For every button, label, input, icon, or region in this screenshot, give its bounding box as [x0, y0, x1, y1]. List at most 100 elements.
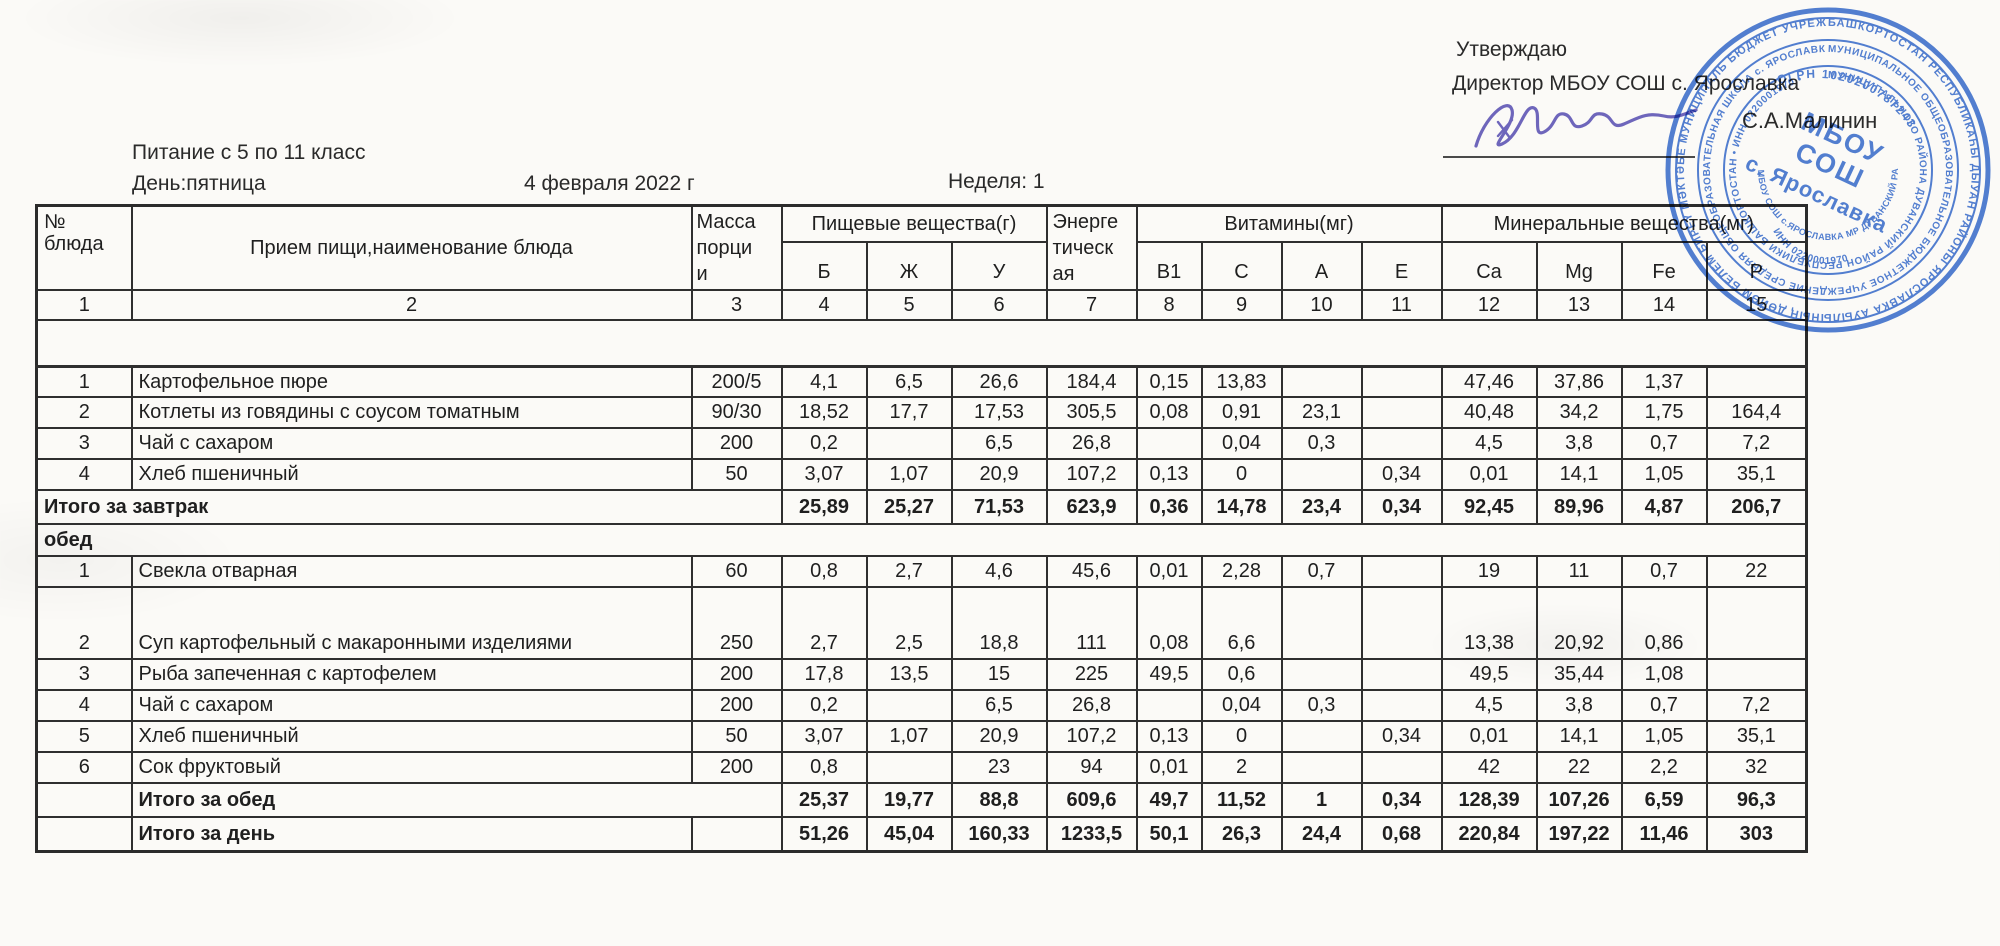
dish-name: Рыба запеченная с картофелем [130, 658, 693, 691]
dish-value: 26,8 [1045, 427, 1138, 460]
total-value: 24,4 [1280, 816, 1363, 852]
dish-value: 4,5 [1440, 427, 1538, 460]
dish-mass: 60 [690, 555, 783, 588]
dish-value: 0,34 [1360, 720, 1443, 753]
column-number-cell: 14 [1620, 289, 1708, 321]
dish-value: 32 [1705, 751, 1808, 784]
dish-value: 1,05 [1620, 458, 1708, 491]
dish-value: 40,48 [1440, 396, 1538, 429]
total-value: 11,52 [1200, 782, 1283, 818]
dish-value: 0,04 [1200, 689, 1283, 722]
dish-value: 6,5 [950, 689, 1048, 722]
dish-value: 2,5 [865, 586, 953, 660]
dish-value: 13,38 [1440, 586, 1538, 660]
col-group-vitamins: Витамины(мг) [1135, 204, 1443, 244]
dish-value: 14,1 [1535, 720, 1623, 753]
dish-value: 0 [1200, 458, 1283, 491]
dish-value: 20,9 [950, 720, 1048, 753]
dish-value: 20,9 [950, 458, 1048, 491]
dish-value: 184,4 [1045, 365, 1138, 398]
dish-value: 0,2 [780, 427, 868, 460]
table-row-total_span3: Итого за завтрак 25,89 25,27 71,53 623,9 0,36… [35, 489, 1808, 525]
column-number-cell: 6 [950, 289, 1048, 321]
total-value: 303 [1705, 816, 1808, 852]
dish-value [1280, 365, 1363, 398]
dish-value: 2,7 [865, 555, 953, 588]
table-row-dish: 4 Чай с сахаром 200 0,2 6,5 26,8 0,04 0,3 4,5 3,8… [35, 689, 1808, 722]
total-value: 50,1 [1135, 816, 1203, 852]
dish-value: 0,7 [1620, 427, 1708, 460]
total-value: 51,26 [780, 816, 868, 852]
dish-value: 35,1 [1705, 458, 1808, 491]
dish-value: 17,8 [780, 658, 868, 691]
dish-value: 0 [1200, 720, 1283, 753]
dish-mass: 200/5 [690, 365, 783, 398]
meal-plan-title: Питание с 5 по 11 класс [132, 141, 366, 164]
total-label: Итого за завтрак [35, 489, 783, 525]
dish-value: 23,1 [1280, 396, 1363, 429]
col-header-fat: Ж [865, 241, 953, 291]
dish-value [865, 427, 953, 460]
total-value: 0,34 [1360, 782, 1443, 818]
dish-value: 225 [1045, 658, 1138, 691]
total-value: 0,68 [1360, 816, 1443, 852]
dish-value: 1,08 [1620, 658, 1708, 691]
dish-value: 0,01 [1440, 458, 1538, 491]
total-value: 25,89 [780, 489, 868, 525]
nutrition-table: № блюда Прием пищи,наименование блюда Ма… [35, 204, 1809, 853]
dish-value [865, 751, 953, 784]
dish-value: 2 [1200, 751, 1283, 784]
dish-value: 17,53 [950, 396, 1048, 429]
column-number-cell: 1 [35, 289, 133, 321]
dish-value: 0,34 [1360, 458, 1443, 491]
table-row-dish: 6 Сок фруктовый 200 0,8 23 94 0,01 2 42 22 2,2 32 [35, 751, 1808, 784]
empty-spacer-cell [35, 319, 1808, 368]
dish-value [1135, 427, 1203, 460]
dish-name: Чай с сахаром [130, 689, 693, 722]
dish-value: 11 [1535, 555, 1623, 588]
table-row-colnums: 1 2 3 4 5 6 7 8 9 10 11 12 13 14 15 [35, 289, 1808, 321]
dish-value [1360, 427, 1443, 460]
dish-value [1705, 365, 1808, 398]
dish-value [1280, 658, 1363, 691]
dish-mass: 200 [690, 689, 783, 722]
dish-value: 19 [1440, 555, 1538, 588]
dish-value [1360, 365, 1443, 398]
total-value: 197,22 [1535, 816, 1623, 852]
column-number-cell: 12 [1440, 289, 1538, 321]
dish-value: 35,44 [1535, 658, 1623, 691]
dish-name: Чай с сахаром [130, 427, 693, 460]
col-header-protein: Б [780, 241, 868, 291]
dish-value: 2,7 [780, 586, 868, 660]
total-value: 6,59 [1620, 782, 1708, 818]
dish-name: Котлеты из говядины с соусом томатным [130, 396, 693, 429]
dish-value: 6,5 [865, 365, 953, 398]
dish-value: 18,52 [780, 396, 868, 429]
dish-value: 0,7 [1620, 689, 1708, 722]
dish-value: 0,08 [1135, 396, 1203, 429]
dish-value: 0,13 [1135, 458, 1203, 491]
dish-mass: 200 [690, 658, 783, 691]
total-value: 0,36 [1135, 489, 1203, 525]
dish-mass: 200 [690, 427, 783, 460]
dish-value: 0,15 [1135, 365, 1203, 398]
date-label: 4 февраля 2022 г [524, 172, 695, 195]
total-value: 1233,5 [1045, 816, 1138, 852]
table-row-dish: 4 Хлеб пшеничный 50 3,07 1,07 20,9 107,2 0,13 0 0… [35, 458, 1808, 491]
dish-value: 22 [1535, 751, 1623, 784]
dish-value: 0,8 [780, 751, 868, 784]
dish-number: 2 [35, 586, 133, 660]
column-number-cell: 8 [1135, 289, 1203, 321]
dish-value [1360, 689, 1443, 722]
dish-value: 1,37 [1620, 365, 1708, 398]
total-value: 128,39 [1440, 782, 1538, 818]
approve-label: Утверждаю [1456, 38, 1567, 61]
section-label: обед [35, 523, 1808, 557]
dish-value: 0,2 [780, 689, 868, 722]
dish-value [1135, 689, 1203, 722]
col-header-vitamin-e: Е [1360, 241, 1443, 291]
dish-value: 0,91 [1200, 396, 1283, 429]
dish-value: 0,01 [1440, 720, 1538, 753]
column-number-cell: 9 [1200, 289, 1283, 321]
col-group-minerals: Минеральные вещества(мг) [1440, 204, 1808, 244]
